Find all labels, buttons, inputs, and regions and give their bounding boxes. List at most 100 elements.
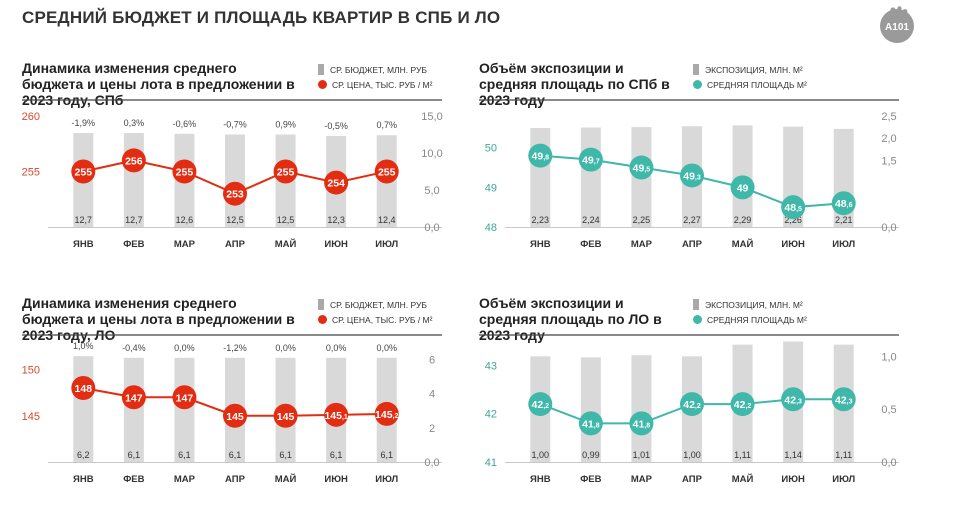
line-point-label: 48,6 — [835, 198, 853, 210]
line-point-label: 145,1 — [324, 410, 347, 422]
right-axis-tick-label: 4 — [429, 389, 435, 401]
line-point-label: 145 — [277, 411, 295, 423]
change-label: 0,0% — [326, 343, 347, 353]
line-point — [71, 376, 96, 400]
bar — [73, 356, 94, 462]
bar-value-label: 2,27 — [683, 215, 701, 225]
line-point — [831, 387, 856, 412]
line-point-label: 254 — [327, 178, 345, 190]
line-point-label: 42,2 — [734, 399, 752, 411]
bar-value-label: 12,7 — [75, 215, 93, 225]
bar — [580, 357, 601, 462]
legend-line-swatch — [693, 80, 702, 89]
right-axis-tick-label: 0,0 — [424, 457, 439, 469]
chart-panel-spb-budget: Динамика изменения среднего бюджета и це… — [22, 60, 462, 295]
line-point-label: 49,5 — [633, 163, 651, 175]
legend-bar-swatch — [318, 299, 324, 310]
line-point — [781, 195, 806, 220]
chart-title: Объём экспозиции и средняя площадь по ЛО… — [479, 295, 662, 343]
bar-value-label: 6,1 — [380, 450, 393, 460]
category-label: АПР — [225, 474, 246, 485]
logo: А101 — [880, 6, 914, 43]
legend-line-label: СРЕДНЯЯ ПЛОЩАДЬ М² — [707, 79, 807, 90]
bar-value-label: 6,1 — [330, 450, 343, 460]
chart-legend: ЭКСПОЗИЦИЯ, МЛН. М² СРЕДНЯЯ ПЛОЩАДЬ М² — [693, 297, 807, 327]
chart-legend: СР. БЮДЖЕТ, МЛН. РУБ СР. ЦЕНА, ТЫС. РУБ … — [318, 297, 432, 327]
right-axis-tick-label: 1,0 — [881, 351, 896, 363]
line-point-label: 255 — [75, 167, 93, 179]
category-label: АПР — [225, 239, 246, 250]
change-label: 0,0% — [174, 343, 195, 353]
change-label: 0,9% — [275, 120, 296, 130]
category-label: ИЮН — [781, 239, 805, 250]
right-axis-tick-label: 0,5 — [881, 404, 896, 416]
line-point-label: 49,7 — [582, 155, 600, 167]
bar — [225, 134, 245, 227]
legend-bar-swatch — [693, 64, 699, 75]
right-axis-tick-label: 2,5 — [881, 111, 896, 123]
bar-value-label: 1,01 — [633, 450, 651, 460]
bar-value-label: 12,6 — [176, 215, 194, 225]
line-point — [273, 159, 298, 184]
line-point-label: 42,3 — [784, 394, 802, 406]
line-point — [223, 403, 247, 428]
page-title: СРЕДНИЙ БЮДЖЕТ И ПЛОЩАДЬ КВАРТИР В СПБ И… — [22, 8, 501, 27]
left-axis-tick-label: 50 — [485, 143, 497, 155]
category-label: МАЙ — [732, 473, 754, 485]
line-point — [680, 392, 704, 417]
line-point-label: 49,3 — [683, 170, 701, 182]
legend-bar-label: ЭКСПОЗИЦИЯ, МЛН. М² — [705, 64, 803, 75]
legend-bar-label: ЭКСПОЗИЦИЯ, МЛН. М² — [705, 299, 803, 310]
right-axis-tick-label: 5,0 — [424, 185, 439, 197]
change-label: 0,0% — [376, 343, 397, 353]
category-label: ИЮН — [324, 474, 348, 485]
bar-value-label: 2,29 — [734, 215, 752, 225]
left-axis-tick-label: 255 — [22, 167, 40, 179]
left-axis-tick-label: 49 — [485, 182, 497, 194]
category-label: ЯНВ — [73, 239, 94, 250]
category-label: МАЙ — [732, 238, 754, 250]
category-label: АПР — [682, 239, 703, 250]
bar-value-label: 2,25 — [633, 215, 651, 225]
line-point-label: 145,2 — [375, 409, 398, 421]
legend-bar-swatch — [318, 64, 324, 75]
change-label: -1,2% — [223, 343, 247, 353]
line-point-label: 42,2 — [683, 399, 701, 411]
bar-value-label: 0,99 — [582, 450, 600, 460]
line-point — [629, 411, 654, 436]
line-point — [172, 385, 197, 410]
right-axis-tick-label: 2,0 — [881, 133, 896, 145]
right-axis-tick-label: 10,0 — [421, 148, 442, 160]
left-axis-tick-label: 42 — [485, 409, 497, 421]
bar-value-label: 1,14 — [784, 450, 802, 460]
line-point-label: 255 — [176, 167, 194, 179]
line-point — [121, 385, 146, 410]
change-label: -0,7% — [223, 120, 247, 130]
bar-value-label: 12,7 — [125, 215, 143, 225]
bar-value-label: 1,00 — [532, 450, 550, 460]
chart-lo-budget: 0,0 2 4 6 145 150 6,2 6,1 6,1 6,1 6,1 6,1 6,1 1,0% -0,… — [22, 334, 442, 485]
bar — [123, 133, 144, 227]
bar-value-label: 2,21 — [835, 215, 853, 225]
line-point — [324, 402, 349, 427]
bar-value-label: 2,24 — [582, 215, 600, 225]
chart-panel-lo-area: Объём экспозиции и средняя площадь по ЛО… — [479, 295, 919, 530]
category-label: ИЮЛ — [375, 474, 398, 485]
line-point-label: 42,3 — [835, 394, 853, 406]
category-label: МАР — [174, 239, 196, 250]
chart-spb-budget: 0,0 5,0 10,0 15,0 255 260 12,7 12,7 12,6 12,5 12,5… — [22, 99, 443, 250]
category-label: ИЮЛ — [832, 474, 855, 485]
line-point — [374, 159, 399, 184]
bar — [123, 357, 144, 462]
change-label: -0,6% — [173, 119, 197, 129]
line-point-label: 41,8 — [633, 418, 651, 430]
line-point-label: 42,2 — [532, 399, 550, 411]
category-label: ЯНВ — [530, 239, 551, 250]
bar-value-label: 2,26 — [784, 215, 802, 225]
line-point — [629, 155, 654, 180]
right-axis-tick-label: 1,5 — [881, 155, 896, 167]
bar-value-label: 6,1 — [279, 450, 292, 460]
change-label: -0,5% — [324, 121, 348, 131]
line-point — [273, 403, 298, 428]
logo-text: А101 — [885, 22, 909, 33]
